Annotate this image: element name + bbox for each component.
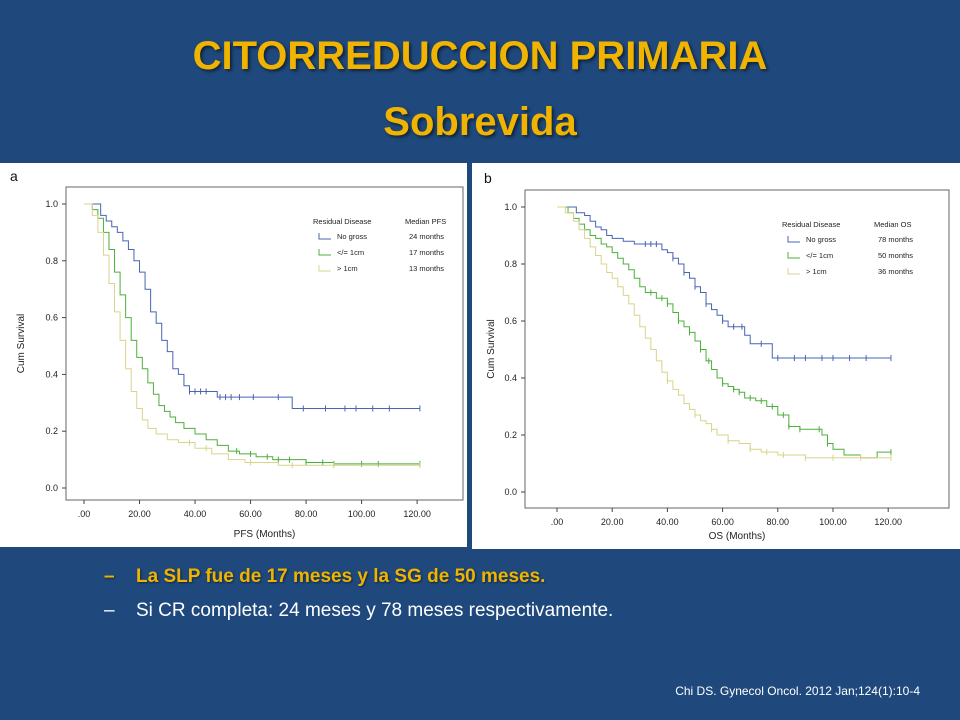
citation: Chi DS. Gynecol Oncol. 2012 Jan;124(1):1… — [675, 684, 920, 698]
legend-header-left: Residual Disease — [313, 217, 371, 226]
legend-swatch — [787, 268, 800, 275]
survival-curve-line — [557, 206, 891, 459]
legend-header-left: Residual Disease — [782, 220, 840, 229]
bullet-item: – La SLP fue de 17 meses y la SG de 50 me… — [104, 566, 613, 588]
y-tick-label: 1.0 — [45, 199, 58, 209]
bullet-item: – Si CR completa: 24 meses y 78 meses res… — [104, 600, 613, 622]
bullet-list: – La SLP fue de 17 meses y la SG de 50 me… — [104, 566, 613, 634]
x-tick-label: 20.00 — [601, 517, 624, 527]
x-tick-label: 120.00 — [403, 509, 431, 519]
slide-title: CITORREDUCCION PRIMARIA — [192, 34, 768, 78]
x-tick-label: 120.00 — [874, 517, 902, 527]
survival-curve-line — [84, 203, 420, 466]
legend-swatch — [318, 249, 331, 256]
chart-panel-b: b 0.0 0.2 0.4 0.6 0.8 1.0 .00 20.00 40.00 60.00 80.… — [472, 163, 960, 549]
legend-entry-name: </= 1cm — [806, 251, 833, 260]
plot-frame — [65, 186, 464, 501]
bullet-dash: – — [104, 600, 115, 621]
legend-entry-name: > 1cm — [337, 264, 358, 273]
y-tick-label: 0.4 — [45, 369, 58, 379]
x-tick-label: .00 — [78, 509, 91, 519]
legend-swatch — [787, 252, 800, 259]
y-axis-label: Cum Survival — [16, 314, 27, 373]
x-axis-label: PFS (Months) — [234, 529, 296, 540]
legend-swatch — [318, 233, 331, 240]
plot-frame — [524, 189, 950, 509]
x-tick-label: 60.00 — [239, 509, 262, 519]
x-tick-label: 40.00 — [656, 517, 679, 527]
panel-label: a — [10, 168, 18, 184]
y-tick-label: 0.6 — [504, 316, 517, 326]
y-tick-label: 0.8 — [504, 259, 517, 269]
km-chart-a: a 0.0 0.2 0.4 0.6 0.8 1.0 .00 20.00 40.00 60.00 80.… — [10, 168, 464, 540]
bullet-text: La SLP fue de 17 meses y la SG de 50 mes… — [136, 566, 546, 587]
legend-header-right: Median PFS — [405, 217, 446, 226]
x-tick-label: 40.00 — [184, 509, 207, 519]
legend-entry-median: 36 months — [878, 267, 913, 276]
legend-entry-name: No gross — [337, 232, 367, 241]
survival-curve-line — [557, 206, 891, 359]
x-tick-label: 20.00 — [128, 509, 151, 519]
y-tick-label: 0.2 — [45, 426, 58, 436]
bullet-dash: – — [104, 566, 115, 587]
legend-entry-median: 24 months — [409, 232, 444, 241]
y-axis-label: Cum Survival — [486, 319, 497, 378]
legend-entry-median: 78 months — [878, 235, 913, 244]
x-tick-label: .00 — [551, 517, 564, 527]
bullet-text: Si CR completa: 24 meses y 78 meses resp… — [136, 600, 614, 621]
legend-entry-name: No gross — [806, 235, 836, 244]
chart-panel-a: a 0.0 0.2 0.4 0.6 0.8 1.0 .00 20.00 40.00 60.00 80.… — [0, 163, 467, 547]
y-tick-label: 1.0 — [504, 202, 517, 212]
y-tick-label: 0.6 — [45, 313, 58, 323]
survival-curve-line — [557, 206, 891, 459]
y-tick-label: 0.8 — [45, 256, 58, 266]
x-axis-label: OS (Months) — [709, 531, 766, 542]
x-tick-label: 100.00 — [819, 517, 847, 527]
slide-subtitle: Sobrevida — [383, 100, 577, 144]
survival-curve-line — [84, 203, 420, 465]
y-tick-label: 0.0 — [45, 483, 58, 493]
legend-entry-median: 50 months — [878, 251, 913, 260]
y-tick-label: 0.4 — [504, 373, 517, 383]
legend-entry-name: </= 1cm — [337, 248, 364, 257]
km-chart-b: b 0.0 0.2 0.4 0.6 0.8 1.0 .00 20.00 40.00 60.00 80.… — [484, 170, 950, 542]
survival-curve-line — [84, 203, 420, 409]
y-tick-label: 0.0 — [504, 487, 517, 497]
legend-entry-median: 13 months — [409, 264, 444, 273]
legend-swatch — [318, 265, 331, 272]
x-tick-label: 80.00 — [295, 509, 318, 519]
x-tick-label: 80.00 — [767, 517, 790, 527]
legend-swatch — [787, 236, 800, 243]
legend-header-right: Median OS — [874, 220, 912, 229]
x-tick-label: 100.00 — [348, 509, 376, 519]
panel-label: b — [484, 170, 492, 186]
x-tick-label: 60.00 — [711, 517, 734, 527]
legend-entry-name: > 1cm — [806, 267, 827, 276]
legend-entry-median: 17 months — [409, 248, 444, 257]
y-tick-label: 0.2 — [504, 430, 517, 440]
